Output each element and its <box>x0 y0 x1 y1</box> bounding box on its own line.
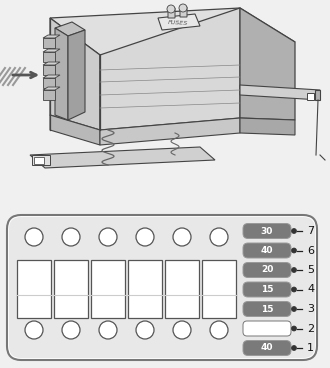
FancyBboxPatch shape <box>243 223 291 238</box>
Circle shape <box>173 321 191 339</box>
Text: 7: 7 <box>307 226 314 236</box>
Bar <box>34 157 44 164</box>
Polygon shape <box>43 75 60 78</box>
FancyBboxPatch shape <box>243 321 291 336</box>
Text: 6: 6 <box>307 245 314 255</box>
Polygon shape <box>43 38 55 48</box>
Polygon shape <box>55 22 85 36</box>
Circle shape <box>99 321 117 339</box>
Circle shape <box>167 5 175 13</box>
Circle shape <box>136 228 154 246</box>
Text: 4: 4 <box>307 284 314 294</box>
Polygon shape <box>50 8 295 55</box>
Circle shape <box>291 326 296 331</box>
Text: 2: 2 <box>307 323 314 333</box>
Text: 1: 1 <box>307 343 314 353</box>
Polygon shape <box>43 87 60 90</box>
Polygon shape <box>240 85 320 100</box>
Circle shape <box>291 229 296 234</box>
Bar <box>307 93 314 100</box>
Polygon shape <box>43 90 55 100</box>
Polygon shape <box>50 18 100 130</box>
Bar <box>54 260 88 318</box>
Text: 15: 15 <box>261 285 273 294</box>
Polygon shape <box>315 90 320 100</box>
Bar <box>128 260 162 318</box>
Polygon shape <box>43 65 55 75</box>
FancyBboxPatch shape <box>243 301 291 316</box>
FancyBboxPatch shape <box>243 282 291 297</box>
Circle shape <box>136 321 154 339</box>
Polygon shape <box>43 62 60 65</box>
Bar <box>91 260 125 318</box>
Circle shape <box>210 228 228 246</box>
Circle shape <box>291 248 296 253</box>
FancyBboxPatch shape <box>7 215 317 360</box>
Bar <box>202 260 236 318</box>
Circle shape <box>179 4 187 12</box>
Circle shape <box>210 321 228 339</box>
Polygon shape <box>43 52 55 62</box>
Text: 40: 40 <box>261 246 273 255</box>
Bar <box>165 260 199 318</box>
Polygon shape <box>100 118 240 145</box>
Circle shape <box>291 287 296 292</box>
Polygon shape <box>55 28 68 120</box>
Text: 30: 30 <box>261 226 273 236</box>
Circle shape <box>99 228 117 246</box>
Circle shape <box>62 228 80 246</box>
Polygon shape <box>43 49 60 52</box>
Text: 20: 20 <box>261 265 273 275</box>
FancyBboxPatch shape <box>243 243 291 258</box>
Text: 15: 15 <box>261 304 273 314</box>
Polygon shape <box>240 118 295 135</box>
FancyBboxPatch shape <box>9 217 315 358</box>
Bar <box>32 155 50 165</box>
Polygon shape <box>158 14 200 30</box>
Circle shape <box>291 307 296 311</box>
Circle shape <box>173 228 191 246</box>
Polygon shape <box>168 8 175 18</box>
Text: 40: 40 <box>261 343 273 353</box>
Bar <box>17 260 51 318</box>
Polygon shape <box>100 8 240 130</box>
Text: FUSES: FUSES <box>168 20 188 26</box>
Polygon shape <box>43 35 60 38</box>
Polygon shape <box>43 78 55 88</box>
Circle shape <box>62 321 80 339</box>
Polygon shape <box>50 115 100 145</box>
Text: 5: 5 <box>307 265 314 275</box>
Circle shape <box>25 228 43 246</box>
Polygon shape <box>180 7 187 17</box>
FancyBboxPatch shape <box>243 262 291 277</box>
Circle shape <box>291 346 296 350</box>
Polygon shape <box>68 30 85 120</box>
Circle shape <box>25 321 43 339</box>
Polygon shape <box>240 8 295 120</box>
Polygon shape <box>30 147 215 168</box>
Text: 3: 3 <box>307 304 314 314</box>
Circle shape <box>291 268 296 272</box>
FancyBboxPatch shape <box>243 340 291 355</box>
